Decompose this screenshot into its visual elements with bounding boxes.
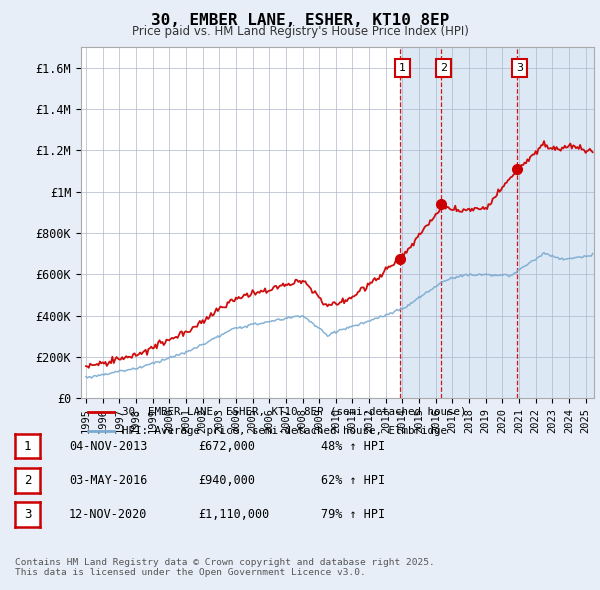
Text: 3: 3 xyxy=(24,508,31,521)
Text: 04-NOV-2013: 04-NOV-2013 xyxy=(69,440,148,453)
Text: £940,000: £940,000 xyxy=(198,474,255,487)
Text: Price paid vs. HM Land Registry's House Price Index (HPI): Price paid vs. HM Land Registry's House … xyxy=(131,25,469,38)
Text: 3: 3 xyxy=(516,63,523,73)
Text: 1: 1 xyxy=(24,440,31,453)
Text: £1,110,000: £1,110,000 xyxy=(198,508,269,521)
Text: 62% ↑ HPI: 62% ↑ HPI xyxy=(321,474,385,487)
Text: 2: 2 xyxy=(440,63,448,73)
Text: 2: 2 xyxy=(24,474,31,487)
Text: 12-NOV-2020: 12-NOV-2020 xyxy=(69,508,148,521)
Text: 48% ↑ HPI: 48% ↑ HPI xyxy=(321,440,385,453)
Text: 30, EMBER LANE, ESHER, KT10 8EP: 30, EMBER LANE, ESHER, KT10 8EP xyxy=(151,13,449,28)
Text: 03-MAY-2016: 03-MAY-2016 xyxy=(69,474,148,487)
Text: Contains HM Land Registry data © Crown copyright and database right 2025.
This d: Contains HM Land Registry data © Crown c… xyxy=(15,558,435,577)
Text: 1: 1 xyxy=(398,63,406,73)
Text: 79% ↑ HPI: 79% ↑ HPI xyxy=(321,508,385,521)
Bar xyxy=(400,47,594,398)
Text: 30, EMBER LANE, ESHER, KT10 8EP (semi-detached house): 30, EMBER LANE, ESHER, KT10 8EP (semi-de… xyxy=(122,407,466,417)
Text: HPI: Average price, semi-detached house, Elmbridge: HPI: Average price, semi-detached house,… xyxy=(122,426,447,436)
Text: £672,000: £672,000 xyxy=(198,440,255,453)
